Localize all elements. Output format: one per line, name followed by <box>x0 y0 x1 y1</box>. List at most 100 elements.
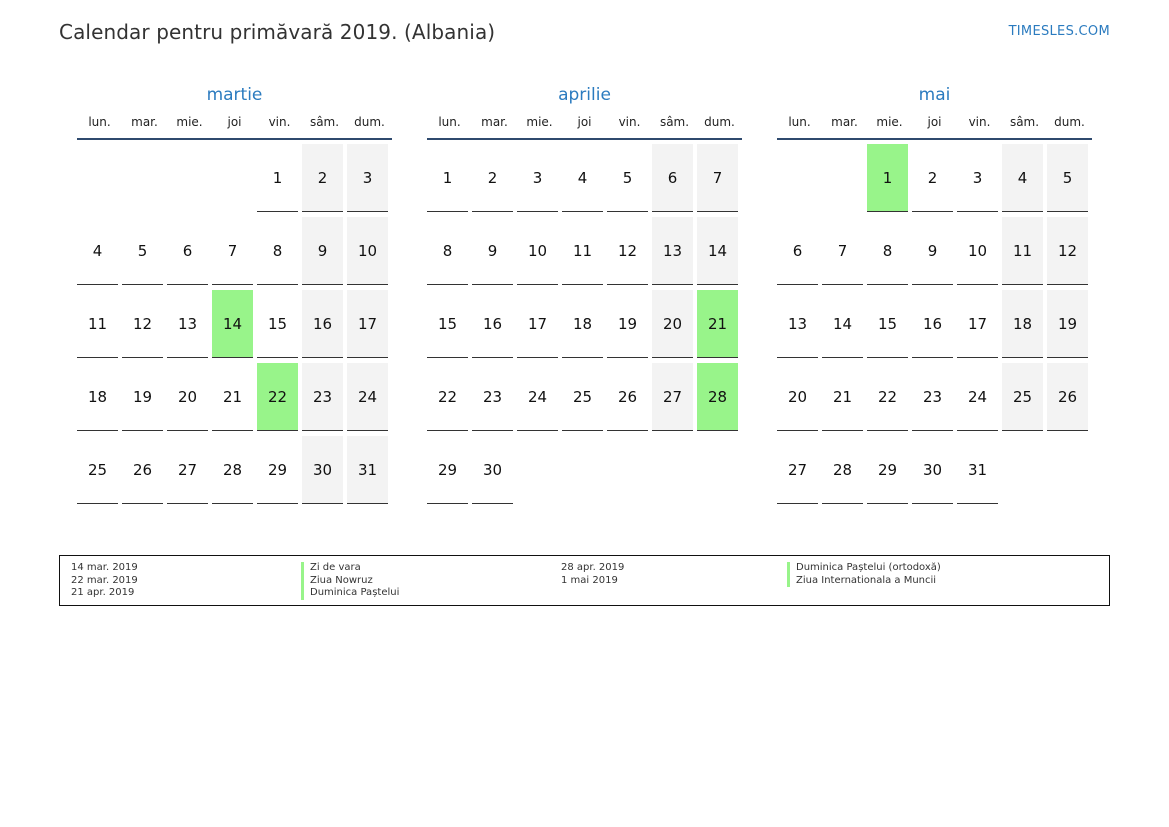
day-cell <box>77 144 122 217</box>
day-cell: 5 <box>1047 144 1092 217</box>
day-cell: 19 <box>1047 290 1092 363</box>
day-number: 31 <box>347 436 388 504</box>
day-cell: 5 <box>607 144 652 217</box>
day-cell: 20 <box>167 363 212 436</box>
week-row: 27 28 29 30 31 <box>777 436 1092 509</box>
day-cell <box>652 436 697 509</box>
empty-day <box>77 144 118 212</box>
day-cell: 8 <box>867 217 912 290</box>
day-number: 11 <box>77 290 118 358</box>
legend-names-left: Zi de vara Ziua Nowruz Duminica Paștelui <box>301 562 399 601</box>
day-cell: 21 <box>212 363 257 436</box>
day-number: 5 <box>607 144 648 212</box>
day-cell: 12 <box>1047 217 1092 290</box>
day-cell: 6 <box>777 217 822 290</box>
day-cell: 20 <box>652 290 697 363</box>
holiday-day: 22 <box>257 363 298 431</box>
day-cell: 14 <box>822 290 867 363</box>
day-number: 22 <box>427 363 468 431</box>
day-number: 24 <box>347 363 388 431</box>
holiday-day: 28 <box>697 363 738 431</box>
day-cell: 3 <box>347 144 392 217</box>
day-number: 19 <box>122 363 163 431</box>
day-cell: 1 <box>257 144 302 217</box>
day-cell: 31 <box>347 436 392 509</box>
day-number: 17 <box>347 290 388 358</box>
day-cell: 22 <box>427 363 472 436</box>
day-cell: 24 <box>517 363 562 436</box>
week-row: 4 5 6 7 8 9 10 <box>77 217 392 290</box>
day-number: 9 <box>302 217 343 285</box>
day-number: 5 <box>1047 144 1088 212</box>
day-cell: 14 <box>212 290 257 363</box>
day-cell: 24 <box>957 363 1002 436</box>
day-cell: 4 <box>562 144 607 217</box>
day-cell: 30 <box>472 436 517 509</box>
day-number: 4 <box>1002 144 1043 212</box>
weekday-label: mar. <box>831 115 858 129</box>
day-number: 12 <box>1047 217 1088 285</box>
legend-date: 28 apr. 2019 <box>561 562 625 573</box>
weekday-label: sâm. <box>659 115 690 129</box>
empty-day <box>1002 436 1043 504</box>
legend-date: 1 mai 2019 <box>561 574 618 586</box>
day-number: 30 <box>302 436 343 504</box>
day-number: 20 <box>167 363 208 431</box>
day-cell: 11 <box>1002 217 1047 290</box>
legend-holiday-name: Duminica Paștelui (ortodoxă) <box>787 562 941 575</box>
day-number: 21 <box>822 363 863 431</box>
day-number: 15 <box>867 290 908 358</box>
day-number: 16 <box>912 290 953 358</box>
day-cell: 17 <box>957 290 1002 363</box>
day-number: 3 <box>517 144 558 212</box>
day-number: 30 <box>472 436 513 504</box>
day-number: 6 <box>777 217 818 285</box>
day-number: 24 <box>957 363 998 431</box>
day-number: 3 <box>347 144 388 212</box>
day-cell: 17 <box>347 290 392 363</box>
day-cell: 8 <box>427 217 472 290</box>
day-cell: 3 <box>517 144 562 217</box>
day-cell: 14 <box>697 217 742 290</box>
day-cell: 10 <box>517 217 562 290</box>
day-number: 26 <box>1047 363 1088 431</box>
month-calendar: mai lun. mar. mie. joi vin. sâm. dum. 1 2 3 4 5 6 7 8 9 1… <box>777 84 1092 509</box>
day-number: 20 <box>777 363 818 431</box>
day-number: 14 <box>697 217 738 285</box>
day-cell <box>607 436 652 509</box>
weekday-label: mar. <box>131 115 158 129</box>
day-number: 11 <box>1002 217 1043 285</box>
week-row: 6 7 8 9 10 11 12 <box>777 217 1092 290</box>
day-cell: 20 <box>777 363 822 436</box>
legend-holiday-name: Ziua Internationala a Muncii <box>787 574 941 588</box>
day-cell: 23 <box>912 363 957 436</box>
month-calendar: martie lun. mar. mie. joi vin. sâm. dum. 1 2 3 4 5 6 7… <box>77 84 392 509</box>
day-cell: 12 <box>122 290 167 363</box>
day-cell: 6 <box>652 144 697 217</box>
day-grid: 1 2 3 4 5 6 7 8 9 10 11 12 13 14 15 16 17 18 19 20 21 22 23 24 2… <box>777 144 1092 509</box>
day-number: 18 <box>77 363 118 431</box>
day-number: 23 <box>302 363 343 431</box>
day-number: 30 <box>912 436 953 504</box>
day-number: 10 <box>957 217 998 285</box>
day-cell: 13 <box>167 290 212 363</box>
holiday-day: 21 <box>697 290 738 358</box>
day-number: 29 <box>867 436 908 504</box>
day-cell: 22 <box>257 363 302 436</box>
site-link[interactable]: TIMESLES.COM <box>1008 24 1110 39</box>
day-cell: 9 <box>912 217 957 290</box>
day-cell: 25 <box>1002 363 1047 436</box>
day-cell: 30 <box>302 436 347 509</box>
day-number: 8 <box>427 217 468 285</box>
empty-day <box>777 144 818 212</box>
day-number: 31 <box>957 436 998 504</box>
day-cell: 18 <box>1002 290 1047 363</box>
day-number: 10 <box>347 217 388 285</box>
day-cell <box>122 144 167 217</box>
day-cell: 2 <box>472 144 517 217</box>
day-cell: 26 <box>122 436 167 509</box>
empty-day <box>562 436 603 504</box>
day-cell: 13 <box>652 217 697 290</box>
day-number: 28 <box>212 436 253 504</box>
